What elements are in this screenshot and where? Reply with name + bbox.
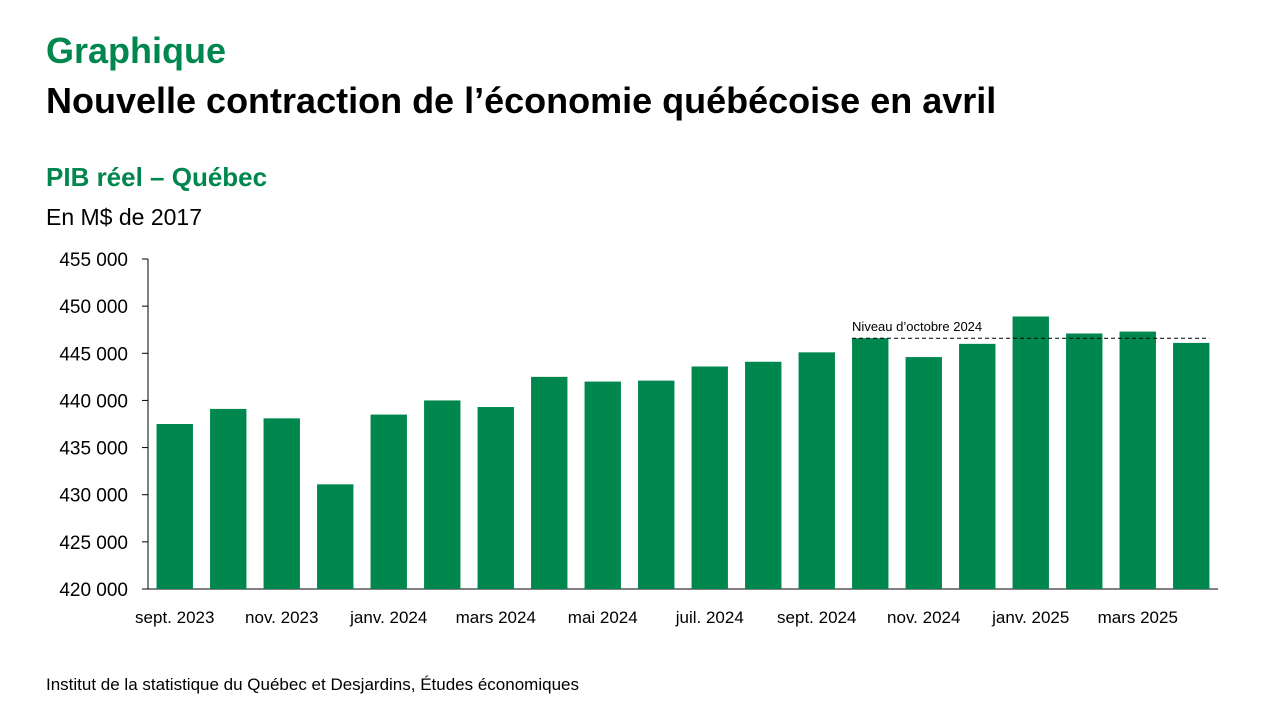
bar xyxy=(584,381,621,589)
bar xyxy=(745,361,782,589)
bar xyxy=(959,343,996,589)
bar xyxy=(210,408,247,589)
bar xyxy=(156,424,193,589)
reference-annotation: Niveau d’octobre 2024 xyxy=(852,319,1210,339)
bar xyxy=(424,400,461,589)
bar xyxy=(1173,342,1210,589)
bar xyxy=(905,357,942,589)
x-tick-label: nov. 2024 xyxy=(887,608,960,627)
header-label: Graphique xyxy=(46,30,227,71)
x-tick-label: mars 2025 xyxy=(1098,608,1178,627)
x-tick-label: mai 2024 xyxy=(568,608,638,627)
bar xyxy=(1012,316,1049,589)
chart-title: PIB réel – Québec xyxy=(46,162,268,192)
x-tick-label: nov. 2023 xyxy=(245,608,318,627)
x-axis: sept. 2023 nov. 2023 janv. 2024 mars 2024 ma… xyxy=(135,588,1218,627)
bar xyxy=(691,366,728,589)
bar xyxy=(638,380,675,589)
x-tick-label: juil. 2024 xyxy=(675,608,744,627)
bar-series xyxy=(156,316,1210,589)
y-tick-label: 430 000 xyxy=(59,486,128,507)
bar xyxy=(477,407,514,589)
bar xyxy=(263,418,300,589)
y-tick-label: 420 000 xyxy=(59,580,128,601)
y-tick-label: 425 000 xyxy=(59,533,128,554)
bar xyxy=(1066,333,1103,589)
y-axis-unit-label: En M$ de 2017 xyxy=(46,204,203,230)
source-note: Institut de la statistique du Québec et … xyxy=(46,675,579,694)
y-tick-label: 450 000 xyxy=(59,297,128,318)
bar xyxy=(1119,331,1156,589)
bar xyxy=(531,376,568,589)
x-tick-label: sept. 2023 xyxy=(135,608,214,627)
x-tick-label: janv. 2024 xyxy=(349,608,427,627)
bar xyxy=(317,484,354,589)
x-tick-label: sept. 2024 xyxy=(777,608,856,627)
x-tick-label: mars 2024 xyxy=(456,608,536,627)
y-tick-label: 435 000 xyxy=(59,439,128,460)
bar xyxy=(852,338,889,589)
x-tick-label: janv. 2025 xyxy=(991,608,1069,627)
y-axis: 420 000 425 000 430 000 435 000 440 000 445 0… xyxy=(59,250,149,601)
y-tick-label: 445 000 xyxy=(59,344,128,365)
page-title: Nouvelle contraction de l’économie québé… xyxy=(46,80,997,121)
bar xyxy=(798,352,835,589)
bar xyxy=(370,414,407,589)
y-tick-label: 455 000 xyxy=(59,250,128,271)
y-tick-label: 440 000 xyxy=(59,391,128,412)
reference-line-label: Niveau d’octobre 2024 xyxy=(852,319,982,334)
